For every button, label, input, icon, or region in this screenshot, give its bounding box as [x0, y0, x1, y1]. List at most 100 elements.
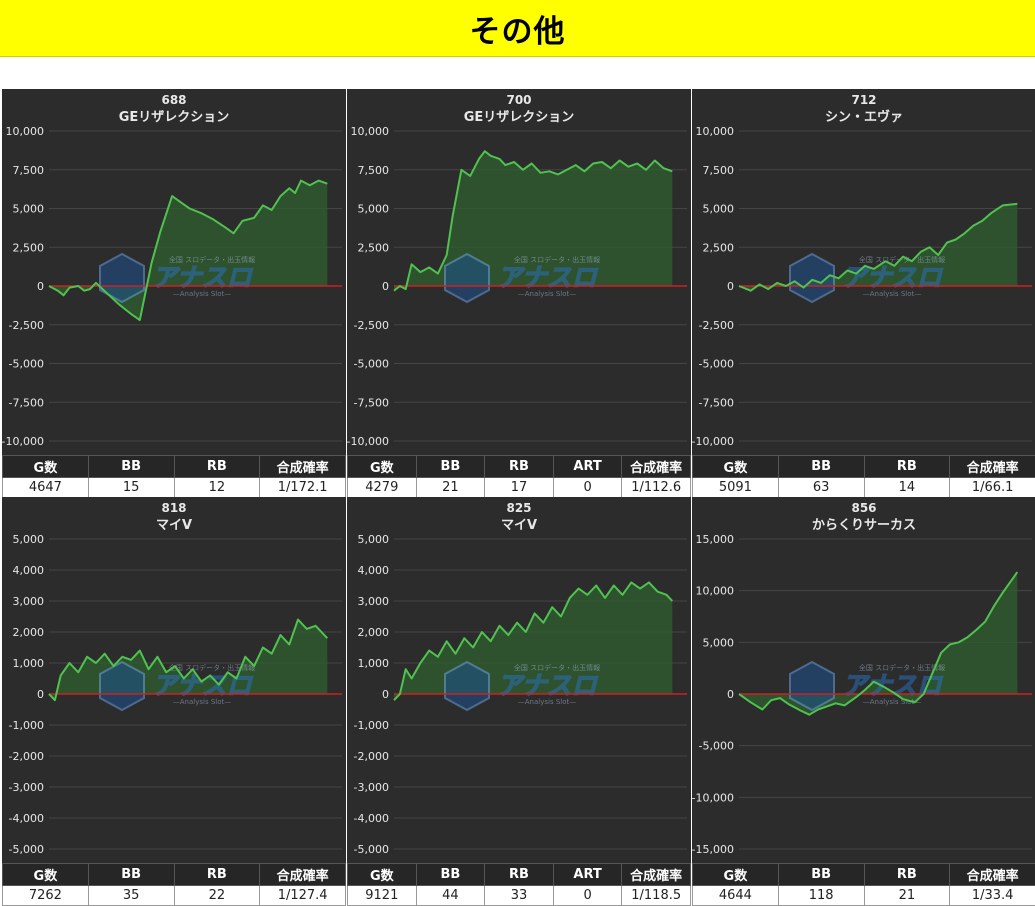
y-tick-label: 4,000 — [358, 564, 390, 577]
chart-machine-number: 700 — [506, 93, 531, 107]
y-tick-label: 2,500 — [703, 241, 735, 254]
stats-value-cell: 9121 — [348, 886, 417, 906]
y-tick-label: -5,000 — [699, 358, 734, 371]
chart-svg: 818マイV5,0004,0003,0002,0001,0000-1,000-2… — [2, 497, 346, 863]
stats-header-cell: BB — [416, 456, 485, 478]
stats-value-cell: 44 — [416, 886, 485, 906]
y-tick-label: 2,000 — [358, 626, 390, 639]
chart-svg: 825マイV5,0004,0003,0002,0001,0000-1,000-2… — [347, 497, 691, 863]
y-tick-label: 3,000 — [13, 595, 45, 608]
stats-value-cell: 63 — [778, 478, 864, 498]
stats-header-cell: RB — [174, 864, 260, 886]
watermark-sub-text: —Analysis Slot— — [863, 290, 921, 298]
y-tick-label: 0 — [727, 688, 734, 701]
y-tick-label: 5,000 — [13, 533, 45, 546]
y-tick-label: 10,000 — [6, 125, 45, 138]
y-tick-label: -2,000 — [9, 750, 44, 763]
chart-machine-name: からくりサーカス — [812, 518, 916, 533]
watermark-brand-text: アナスロ — [152, 263, 254, 292]
stats-value-cell: 17 — [485, 478, 554, 498]
stats-value-cell: 118 — [778, 886, 864, 906]
stats-value-cell: 1/112.6 — [622, 478, 691, 498]
stats-value-cell: 35 — [88, 886, 174, 906]
stats-value-cell: 1/127.4 — [260, 886, 346, 906]
chart-machine-number: 818 — [161, 501, 186, 515]
y-tick-label: -10,000 — [347, 435, 389, 448]
chart-machine-name: GEリザレクション — [119, 110, 230, 125]
chart-svg: 712シン・エヴァ10,0007,5005,0002,5000-2,500-5,… — [692, 89, 1035, 455]
analysis-slot-watermark: アナスロ—Analysis Slot—全国 スロデータ・出玉情報 — [445, 254, 600, 302]
y-tick-label: 5,000 — [13, 203, 45, 216]
stats-header-cell: 合成確率 — [260, 456, 346, 478]
y-tick-label: 15,000 — [696, 533, 735, 546]
analysis-slot-watermark: アナスロ—Analysis Slot—全国 スロデータ・出玉情報 — [445, 662, 600, 710]
stats-header-cell: BB — [778, 864, 864, 886]
stats-header-cell: ART — [553, 864, 622, 886]
y-tick-label: 7,500 — [703, 164, 735, 177]
y-tick-label: -10,000 — [692, 791, 734, 804]
stats-header-cell: 合成確率 — [260, 864, 346, 886]
watermark-sub-text: —Analysis Slot— — [518, 290, 576, 298]
y-tick-label: 10,000 — [696, 585, 735, 598]
chart-machine-name: マイV — [501, 518, 537, 533]
stats-header-cell: 合成確率 — [950, 864, 1035, 886]
y-tick-label: 2,500 — [358, 241, 390, 254]
stats-value-cell: 21 — [416, 478, 485, 498]
stats-header-cell: BB — [88, 456, 174, 478]
watermark-sub-text: —Analysis Slot— — [173, 290, 231, 298]
y-tick-label: -2,500 — [699, 319, 734, 332]
y-tick-label: -15,000 — [692, 843, 734, 856]
watermark-tagline-text: 全国 スロデータ・出玉情報 — [514, 663, 600, 672]
y-tick-label: 0 — [37, 280, 44, 293]
y-tick-label: 1,000 — [358, 657, 390, 670]
stats-header-cell: RB — [864, 864, 950, 886]
stats-value-cell: 4644 — [693, 886, 779, 906]
y-tick-label: 0 — [382, 688, 389, 701]
y-tick-label: 1,000 — [13, 657, 45, 670]
stats-value-cell: 4647 — [3, 478, 89, 498]
chart-machine-number: 712 — [851, 93, 876, 107]
chart-machine-name: シン・エヴァ — [825, 109, 903, 125]
stats-value-cell: 0 — [553, 478, 622, 498]
stats-value-cell: 21 — [864, 886, 950, 906]
y-tick-label: -5,000 — [354, 358, 389, 371]
y-tick-label: 2,000 — [13, 626, 45, 639]
y-tick-label: -2,500 — [9, 319, 44, 332]
chart-svg: 700GEリザレクション10,0007,5005,0002,5000-2,500… — [347, 89, 691, 455]
stats-value-cell: 33 — [485, 886, 554, 906]
stats-header-cell: 合成確率 — [950, 456, 1035, 478]
stats-header-cell: 合成確率 — [622, 456, 691, 478]
stats-header-cell: 合成確率 — [622, 864, 691, 886]
y-tick-label: 5,000 — [358, 533, 390, 546]
chart-machine-number: 856 — [851, 501, 876, 515]
y-tick-label: 5,000 — [703, 203, 735, 216]
stats-value-cell: 15 — [88, 478, 174, 498]
stats-value-cell: 7262 — [3, 886, 89, 906]
watermark-tagline-text: 全国 スロデータ・出玉情報 — [169, 255, 255, 264]
stats-value-cell: 1/33.4 — [950, 886, 1035, 906]
y-tick-label: 10,000 — [696, 125, 735, 138]
stats-value-cell: 1/66.1 — [950, 478, 1035, 498]
watermark-sub-text: —Analysis Slot— — [518, 698, 576, 706]
y-tick-label: -5,000 — [354, 843, 389, 856]
watermark-brand-text: アナスロ — [842, 263, 944, 292]
